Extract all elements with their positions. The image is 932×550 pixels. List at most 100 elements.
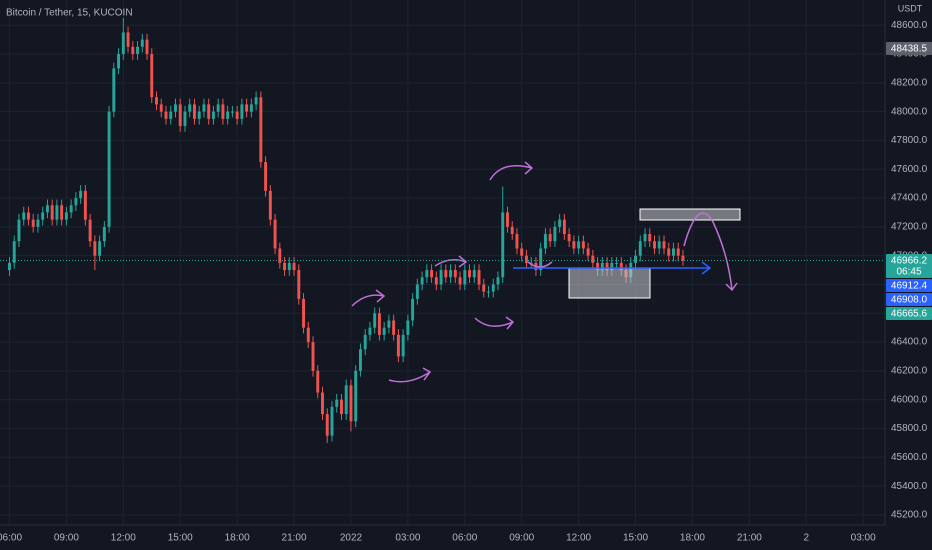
- x-tick-label: 09:00: [54, 533, 79, 544]
- candles: [8, 18, 685, 443]
- candle-body: [406, 320, 410, 335]
- candle-body: [112, 68, 116, 112]
- candle-body: [392, 320, 396, 335]
- x-tick-label: 18:00: [225, 533, 250, 544]
- candle-body: [178, 104, 182, 127]
- x-tick-label: 06:00: [0, 533, 22, 544]
- candle-body: [164, 111, 168, 119]
- candle-body: [216, 104, 220, 112]
- candle-body: [472, 270, 476, 278]
- candle-body: [121, 32, 125, 55]
- candle-body: [169, 111, 173, 119]
- candle-body: [510, 226, 514, 235]
- candle-body: [439, 270, 443, 285]
- candle-body: [605, 262, 609, 271]
- candle-body: [487, 291, 490, 293]
- candle-body: [202, 104, 206, 112]
- candle-body: [458, 277, 462, 285]
- candle-body: [45, 205, 49, 213]
- candle-body: [321, 392, 324, 415]
- candle-body: [430, 270, 434, 278]
- candle-body: [667, 248, 671, 256]
- candle-body: [235, 111, 239, 119]
- candle-body: [102, 226, 106, 242]
- y-tick-label: 47800.0: [891, 135, 928, 146]
- candle-body: [69, 205, 73, 213]
- candle-body: [287, 262, 291, 271]
- time-axis: [0, 525, 885, 550]
- chart-title: Bitcoin / Tether, 15, KUCOIN: [6, 8, 133, 19]
- candle-body: [188, 104, 192, 112]
- y-tick-label: 47200.0: [891, 221, 928, 232]
- candle-body: [434, 277, 438, 285]
- candle-body: [501, 212, 505, 278]
- candle-body: [50, 205, 54, 220]
- candle-body: [126, 32, 130, 47]
- candle-body: [600, 262, 604, 271]
- candle-body: [335, 399, 339, 407]
- candle-body: [672, 248, 675, 256]
- candle-body: [316, 370, 320, 393]
- candle-body: [358, 349, 362, 371]
- y-tick-label: 45200.0: [891, 510, 928, 521]
- candle-body: [12, 241, 16, 263]
- x-tick-label: 06:00: [452, 533, 477, 544]
- price-badge-label: 46912.4: [891, 281, 928, 292]
- x-tick-label: 09:00: [509, 533, 534, 544]
- candle-body: [543, 234, 547, 249]
- candle-body: [506, 212, 509, 227]
- candle-body: [311, 342, 315, 371]
- candle-body: [354, 370, 358, 422]
- candle-body: [425, 270, 429, 278]
- candle-body: [453, 270, 457, 278]
- candle-body: [377, 313, 381, 335]
- countdown-label: 06:45: [896, 267, 921, 278]
- candle-body: [515, 234, 519, 249]
- candle-body: [653, 241, 656, 249]
- y-tick-label: 45600.0: [891, 452, 928, 463]
- candle-body: [496, 277, 500, 285]
- x-tick-label: 12:00: [566, 533, 591, 544]
- candle-body: [302, 298, 306, 328]
- candle-body: [264, 162, 268, 191]
- candle-body: [55, 205, 59, 220]
- y-tick-label: 46400.0: [891, 337, 928, 348]
- candle-body: [88, 219, 92, 242]
- candle-body: [344, 385, 348, 415]
- candle-body: [117, 54, 121, 69]
- candle-body: [524, 255, 528, 263]
- hand-arrows: [351, 161, 738, 383]
- candle-body: [340, 399, 343, 415]
- candle-body: [420, 277, 424, 285]
- candle-body: [249, 104, 253, 112]
- candle-body: [349, 385, 353, 422]
- candle-body: [619, 262, 623, 271]
- price-badge: [886, 279, 932, 293]
- candle-body: [221, 104, 225, 119]
- candle-body: [254, 97, 258, 105]
- candle-body: [634, 255, 638, 263]
- zone-box: [639, 208, 741, 221]
- candle-body: [468, 270, 472, 278]
- candle-body: [245, 104, 249, 112]
- candle-body: [662, 241, 666, 249]
- candle-body: [330, 406, 334, 436]
- candle-body: [463, 270, 467, 285]
- candle-body: [586, 248, 590, 256]
- axis-unit: USDT: [898, 3, 923, 13]
- candle-body: [230, 111, 234, 113]
- candle-body: [174, 104, 177, 112]
- candle-body: [676, 248, 680, 256]
- candle-body: [297, 270, 301, 299]
- candle-body: [648, 234, 652, 242]
- candle-body: [643, 234, 647, 242]
- candle-body: [681, 255, 685, 261]
- candle-body: [268, 190, 272, 220]
- x-tick-label: 15:00: [168, 533, 193, 544]
- candle-body: [610, 262, 614, 271]
- candle-body: [539, 248, 543, 271]
- y-tick-label: 46000.0: [891, 394, 928, 405]
- price-badge-label: 46966.2: [891, 256, 928, 267]
- candle-body: [411, 298, 415, 321]
